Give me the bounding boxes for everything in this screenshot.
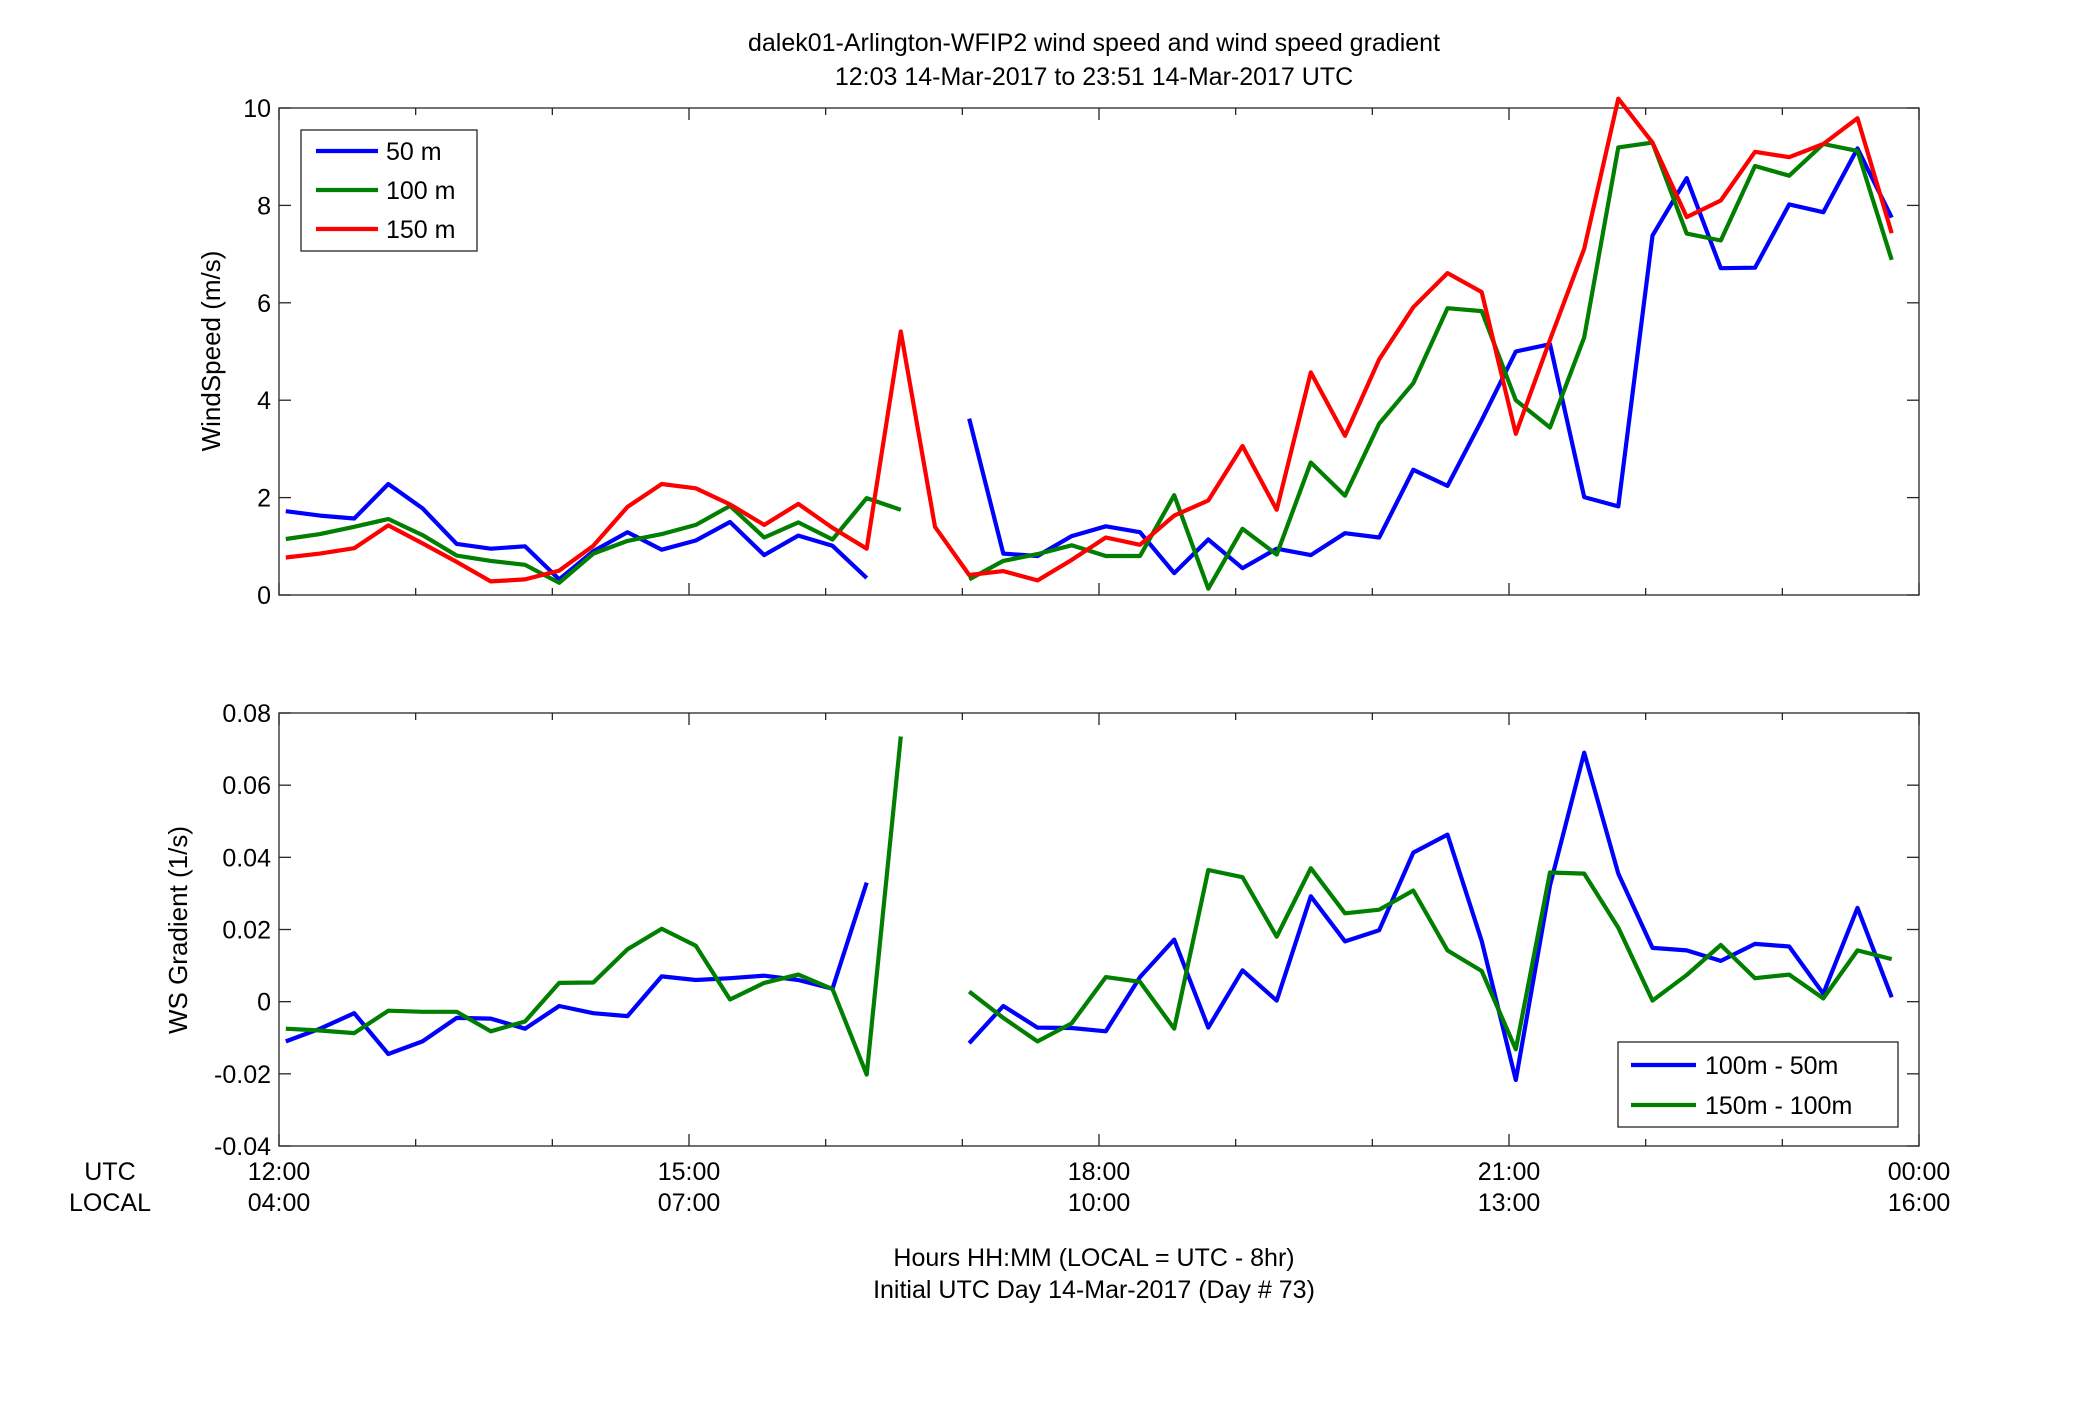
x-axis-label-line2: Initial UTC Day 14-Mar-2017 (Day # 73) — [873, 1276, 1315, 1304]
ws-gradient-legend: 100m - 50m 150m - 100m — [1617, 1041, 1899, 1128]
wind-speed-lines — [285, 96, 1894, 591]
wind-speed-ytick-label: 6 — [257, 290, 271, 318]
wind-speed-ytick-label: 10 — [243, 95, 271, 123]
wind-speed-series-line-100m — [285, 496, 902, 585]
x-axis-label-line1: Hours HH:MM (LOCAL = UTC - 8hr) — [893, 1244, 1294, 1272]
ws-gradient-panel: -0.04 -0.02 0 0.02 0.04 0.06 0.08 WS Gradient … — [163, 700, 1920, 1161]
local-row-label: LOCAL — [69, 1189, 151, 1217]
xtick-label-utc: 12:00 — [248, 1158, 311, 1186]
wind-speed-ytick-label: 0 — [257, 582, 271, 610]
legend-label-150m-100m: 150m - 100m — [1705, 1092, 1852, 1120]
ws-gradient-ytick-label: -0.04 — [214, 1133, 271, 1161]
ws-gradient-ytick-label: 0.06 — [222, 772, 271, 800]
ws-gradient-x-ticks — [278, 713, 1920, 1146]
ws-gradient-series-line-100m-50m — [967, 750, 1894, 1083]
legend-label-100m-50m: 100m - 50m — [1705, 1052, 1838, 1080]
wind-speed-y-axis: 0 2 4 6 8 10 — [243, 95, 1919, 610]
xtick-label-utc: 15:00 — [658, 1158, 721, 1186]
wind-speed-series-line-50m — [285, 481, 869, 582]
xtick-label-local: 13:00 — [1478, 1189, 1541, 1217]
xtick-label-utc: 18:00 — [1068, 1158, 1131, 1186]
wind-speed-x-ticks — [278, 108, 1920, 595]
wind-speed-ylabel: WindSpeed (m/s) — [196, 251, 226, 452]
wind-speed-ytick-label: 2 — [257, 485, 271, 513]
ws-gradient-lines — [285, 736, 1894, 1083]
utc-row-label: UTC — [84, 1158, 135, 1186]
xtick-label-local: 16:00 — [1888, 1189, 1951, 1217]
ws-gradient-ylabel: WS Gradient (1/s) — [163, 826, 193, 1034]
ws-gradient-ytick-label: 0 — [257, 989, 271, 1017]
wind-speed-ytick-label: 4 — [257, 387, 271, 415]
wind-speed-legend: 50 m 100 m 150 m — [300, 129, 478, 252]
legend-label-50m: 50 m — [386, 138, 442, 166]
chart-title-line1: dalek01-Arlington-WFIP2 wind speed and w… — [748, 29, 1440, 57]
xtick-label-utc: 00:00 — [1888, 1158, 1951, 1186]
wind-speed-plot-frame — [278, 107, 1920, 596]
chart-title-line2: 12:03 14-Mar-2017 to 23:51 14-Mar-2017 U… — [835, 63, 1353, 91]
ws-gradient-ytick-label: 0.08 — [222, 700, 271, 728]
xtick-label-local: 10:00 — [1068, 1189, 1131, 1217]
legend-label-100m: 100 m — [386, 177, 455, 205]
ws-gradient-ytick-label: 0.02 — [222, 917, 271, 945]
xtick-label-local: 07:00 — [658, 1189, 721, 1217]
ws-gradient-series-line-100m-50m — [285, 881, 869, 1057]
xtick-label-local: 04:00 — [248, 1189, 311, 1217]
ws-gradient-y-axis: -0.04 -0.02 0 0.02 0.04 0.06 0.08 — [214, 700, 1919, 1161]
wind-speed-series-line-100m — [968, 140, 1894, 591]
wind-speed-series-line-50m — [967, 146, 1894, 576]
ws-gradient-series-line-150m-100m — [285, 736, 903, 1077]
wind-speed-series-line-150m — [285, 96, 1894, 584]
ws-gradient-series-line-150m-100m — [967, 866, 1893, 1052]
wind-speed-ytick-label: 8 — [257, 192, 271, 220]
ws-gradient-ytick-label: 0.04 — [222, 844, 271, 872]
wind-speed-panel: 0 2 4 6 8 10 WindSpeed (m/s) 50 m 100 m 150 m — [196, 95, 1920, 610]
legend-label-150m: 150 m — [386, 216, 455, 244]
x-tick-labels: 12:00 04:00 15:00 07:00 18:00 10:00 21:00 13:00… — [248, 1158, 1951, 1217]
ws-gradient-ytick-label: -0.02 — [214, 1061, 271, 1089]
xtick-label-utc: 21:00 — [1478, 1158, 1541, 1186]
